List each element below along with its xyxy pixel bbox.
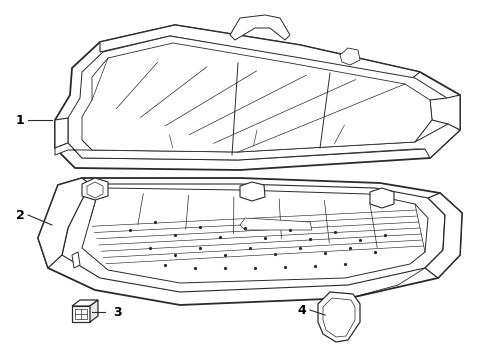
Polygon shape — [82, 188, 428, 283]
Polygon shape — [425, 193, 462, 278]
Polygon shape — [72, 306, 90, 322]
Polygon shape — [240, 182, 265, 201]
Polygon shape — [62, 184, 445, 292]
Polygon shape — [55, 118, 68, 148]
Polygon shape — [55, 124, 460, 160]
Polygon shape — [38, 178, 462, 305]
Polygon shape — [68, 36, 448, 160]
Polygon shape — [82, 178, 108, 200]
Polygon shape — [370, 188, 394, 208]
Text: 2: 2 — [16, 208, 24, 221]
Text: 4: 4 — [297, 303, 306, 316]
Text: 3: 3 — [113, 306, 122, 319]
Polygon shape — [87, 182, 103, 198]
Polygon shape — [318, 292, 360, 342]
Polygon shape — [430, 95, 460, 130]
Polygon shape — [100, 25, 420, 80]
Polygon shape — [240, 218, 312, 230]
Polygon shape — [72, 252, 80, 268]
Polygon shape — [323, 298, 355, 337]
Polygon shape — [230, 15, 290, 40]
Polygon shape — [38, 178, 90, 268]
Polygon shape — [90, 300, 98, 322]
Polygon shape — [72, 300, 98, 306]
Polygon shape — [55, 25, 460, 170]
Polygon shape — [340, 48, 360, 65]
Ellipse shape — [335, 303, 345, 317]
Text: 1: 1 — [16, 113, 24, 126]
Polygon shape — [82, 43, 432, 152]
Polygon shape — [75, 309, 87, 319]
